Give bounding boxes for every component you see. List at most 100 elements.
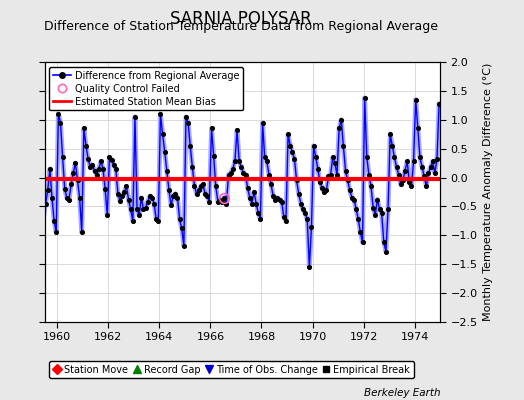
Point — [92, 172, 101, 178]
Point — [50, 218, 58, 224]
Point — [427, 164, 435, 170]
Point — [256, 216, 265, 222]
Point — [422, 183, 431, 190]
Point — [246, 194, 254, 201]
Point — [233, 127, 241, 133]
Point — [348, 194, 356, 201]
Point — [118, 193, 126, 199]
Point — [222, 200, 231, 207]
Point — [282, 218, 290, 224]
Point — [69, 170, 78, 176]
Point — [131, 114, 139, 120]
Point — [235, 158, 243, 164]
Point — [265, 172, 273, 178]
Point — [80, 125, 88, 132]
Text: SARNIA POLYSAR: SARNIA POLYSAR — [170, 10, 312, 28]
Point — [107, 157, 116, 164]
Point — [196, 183, 205, 190]
Point — [386, 131, 395, 138]
Point — [41, 200, 50, 207]
Point — [180, 242, 188, 249]
Point — [405, 179, 413, 185]
Point — [73, 177, 82, 184]
Point — [63, 194, 71, 201]
Point — [356, 229, 365, 236]
Point — [337, 116, 345, 123]
Point — [90, 168, 99, 174]
Point — [190, 183, 199, 190]
Point — [352, 206, 361, 212]
Point — [303, 216, 311, 222]
Point — [413, 125, 422, 132]
Point — [288, 148, 297, 155]
Point — [35, 190, 43, 197]
Point — [339, 142, 347, 149]
Point — [276, 196, 284, 203]
Point — [343, 177, 352, 184]
Point — [354, 216, 363, 222]
Point — [312, 154, 320, 160]
Point — [126, 206, 135, 212]
Point — [97, 158, 105, 164]
Legend: Station Move, Record Gap, Time of Obs. Change, Empirical Break: Station Move, Record Gap, Time of Obs. C… — [49, 361, 414, 378]
Point — [199, 181, 207, 188]
Point — [120, 189, 128, 195]
Point — [411, 96, 420, 103]
Point — [39, 215, 48, 221]
Point — [307, 224, 315, 230]
Point — [263, 158, 271, 164]
Point — [299, 206, 307, 212]
Point — [367, 183, 375, 190]
Point — [420, 173, 429, 180]
Point — [86, 164, 94, 170]
Point — [29, 111, 37, 117]
Point — [176, 216, 184, 222]
Point — [301, 210, 309, 216]
Point — [158, 131, 167, 138]
Point — [65, 196, 73, 203]
Point — [373, 196, 381, 203]
Point — [141, 204, 150, 211]
Point — [345, 187, 354, 194]
Point — [403, 158, 411, 164]
Point — [112, 166, 120, 172]
Point — [48, 194, 56, 201]
Point — [273, 194, 281, 201]
Point — [435, 100, 443, 107]
Point — [46, 166, 54, 172]
Point — [52, 229, 60, 236]
Point — [88, 162, 96, 168]
Point — [418, 164, 427, 170]
Point — [361, 95, 369, 101]
Point — [267, 181, 275, 188]
Point — [407, 183, 416, 190]
Point — [326, 172, 335, 178]
Point — [350, 196, 358, 203]
Point — [390, 154, 399, 160]
Point — [358, 239, 367, 246]
Point — [95, 166, 103, 172]
Point — [214, 199, 222, 205]
Point — [224, 172, 233, 178]
Point — [399, 177, 407, 184]
Point — [208, 125, 216, 132]
Point — [242, 172, 250, 178]
Text: Berkeley Earth: Berkeley Earth — [364, 388, 440, 398]
Point — [105, 154, 114, 160]
Point — [186, 142, 194, 149]
Point — [254, 210, 263, 216]
Point — [37, 206, 46, 212]
Point — [322, 187, 331, 194]
Point — [139, 206, 148, 212]
Point — [154, 218, 162, 224]
Point — [388, 142, 397, 149]
Point — [258, 120, 267, 126]
Point — [144, 199, 152, 205]
Point — [114, 190, 122, 197]
Point — [371, 212, 379, 218]
Point — [280, 214, 288, 220]
Point — [84, 156, 92, 162]
Point — [82, 142, 90, 149]
Point — [205, 199, 214, 205]
Point — [381, 248, 390, 255]
